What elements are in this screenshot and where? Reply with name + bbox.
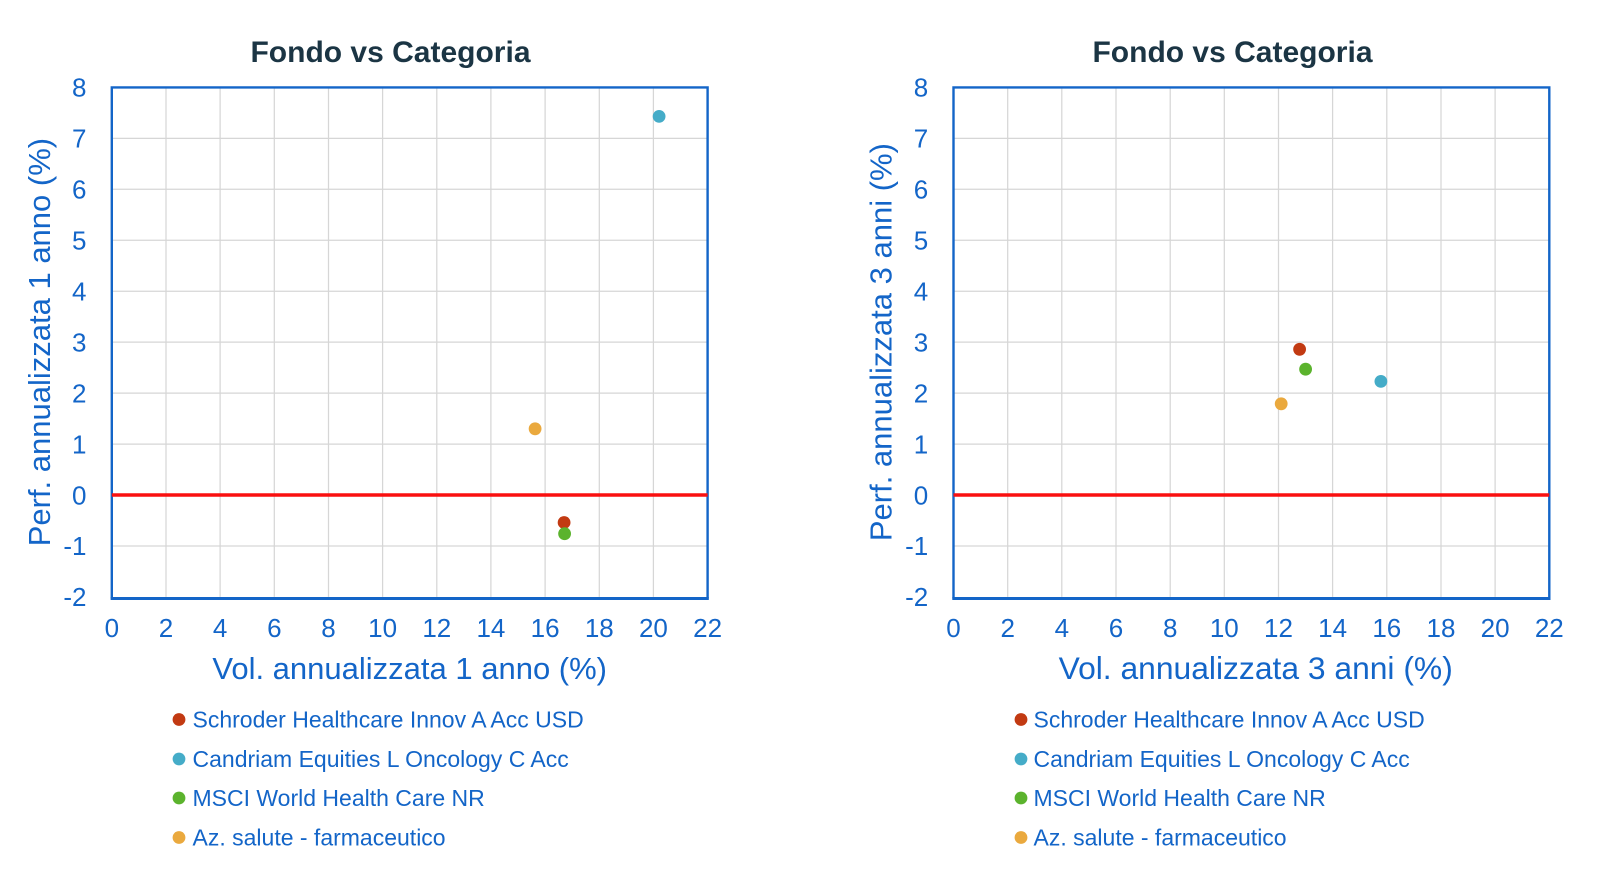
svg-text:0: 0 (946, 613, 960, 643)
svg-text:Schroder Healthcare Innov A Ac: Schroder Healthcare Innov A Acc USD (1034, 707, 1425, 733)
svg-text:10: 10 (1210, 613, 1239, 643)
svg-text:0: 0 (72, 480, 86, 510)
svg-text:20: 20 (1481, 613, 1510, 643)
svg-text:12: 12 (422, 613, 451, 643)
svg-text:14: 14 (1318, 613, 1347, 643)
svg-text:8: 8 (914, 73, 928, 103)
svg-text:7: 7 (72, 124, 86, 154)
svg-text:Perf. annualizzata 1 anno (%): Perf. annualizzata 1 anno (%) (22, 138, 57, 546)
svg-text:Az. salute - farmaceutico: Az. salute - farmaceutico (193, 825, 446, 851)
svg-text:-2: -2 (905, 582, 928, 612)
svg-text:5: 5 (914, 226, 928, 256)
svg-text:Perf. annualizzata 3 anni (%): Perf. annualizzata 3 anni (%) (864, 143, 899, 541)
svg-text:10: 10 (368, 613, 397, 643)
svg-text:Candriam Equities L Oncology C: Candriam Equities L Oncology C Acc (1034, 746, 1410, 772)
svg-text:6: 6 (72, 175, 86, 205)
svg-text:0: 0 (105, 613, 119, 643)
svg-text:16: 16 (1372, 613, 1401, 643)
svg-text:6: 6 (914, 175, 928, 205)
svg-text:12: 12 (1264, 613, 1293, 643)
svg-text:1: 1 (914, 429, 928, 459)
svg-text:-1: -1 (905, 531, 928, 561)
svg-text:8: 8 (72, 73, 86, 103)
svg-text:7: 7 (914, 124, 928, 154)
svg-text:2: 2 (72, 378, 86, 408)
svg-text:18: 18 (585, 613, 614, 643)
svg-text:-2: -2 (63, 582, 86, 612)
svg-text:6: 6 (1109, 613, 1123, 643)
svg-text:1: 1 (72, 429, 86, 459)
svg-text:6: 6 (267, 613, 281, 643)
svg-text:Fondo vs Categoria: Fondo vs Categoria (250, 36, 530, 69)
svg-text:2: 2 (159, 613, 173, 643)
svg-text:-1: -1 (63, 531, 86, 561)
svg-text:3: 3 (72, 327, 86, 357)
svg-text:22: 22 (1535, 613, 1564, 643)
svg-text:8: 8 (1163, 613, 1177, 643)
svg-text:2: 2 (1000, 613, 1014, 643)
svg-text:4: 4 (72, 277, 86, 307)
svg-text:16: 16 (531, 613, 560, 643)
svg-text:22: 22 (693, 613, 722, 643)
svg-text:Schroder Healthcare Innov A Ac: Schroder Healthcare Innov A Acc USD (193, 707, 584, 733)
svg-text:Az. salute - farmaceutico: Az. salute - farmaceutico (1034, 825, 1287, 851)
svg-text:Fondo vs Categoria: Fondo vs Categoria (1092, 36, 1372, 69)
svg-text:18: 18 (1427, 613, 1456, 643)
svg-text:Candriam Equities L Oncology C: Candriam Equities L Oncology C Acc (193, 746, 569, 772)
svg-text:Vol. annualizzata 1 anno (%): Vol. annualizzata 1 anno (%) (212, 651, 607, 686)
svg-text:4: 4 (914, 277, 928, 307)
svg-text:4: 4 (1055, 613, 1069, 643)
svg-text:3: 3 (914, 327, 928, 357)
svg-text:20: 20 (639, 613, 668, 643)
svg-text:0: 0 (914, 480, 928, 510)
svg-text:5: 5 (72, 226, 86, 256)
svg-text:2: 2 (914, 378, 928, 408)
svg-text:14: 14 (476, 613, 505, 643)
svg-text:4: 4 (213, 613, 227, 643)
svg-text:MSCI World Health Care NR: MSCI World Health Care NR (1034, 785, 1326, 811)
svg-text:8: 8 (321, 613, 335, 643)
svg-text:Vol. annualizzata 3 anni (%): Vol. annualizzata 3 anni (%) (1059, 650, 1453, 686)
svg-text:MSCI World Health Care NR: MSCI World Health Care NR (193, 785, 485, 811)
